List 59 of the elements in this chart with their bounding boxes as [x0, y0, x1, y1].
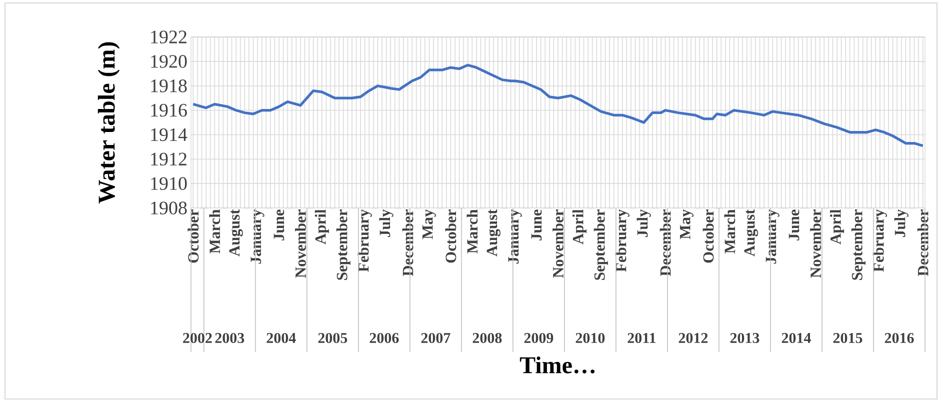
- x-tick-label: January: [766, 209, 780, 264]
- x-tick-label: April: [830, 209, 844, 244]
- text: 2015: [833, 332, 862, 344]
- x-tick-label: November: [295, 210, 306, 278]
- y-tick-label: 1912: [151, 152, 186, 166]
- y-axis-title: Water table (m): [98, 42, 120, 204]
- x-tick-label: June: [531, 210, 542, 240]
- x-tick-label: October: [702, 210, 714, 263]
- x-tick-label: May: [680, 209, 694, 240]
- x-tick-label: September: [594, 210, 608, 280]
- text: 2002: [183, 332, 212, 344]
- x-tick-label: March: [209, 209, 220, 254]
- x-tick-label: August: [744, 209, 758, 256]
- x-tick-label: May: [422, 209, 436, 240]
- x-tick-label: September: [851, 210, 866, 280]
- y-tick-label: 1920: [151, 55, 187, 68]
- x-tick-label: January: [508, 209, 522, 264]
- text: 2005: [318, 332, 348, 344]
- text: 2013: [730, 332, 760, 344]
- x-tick-label: September: [336, 210, 350, 280]
- text: 2004: [266, 332, 296, 344]
- x-tick-label: July: [636, 209, 651, 237]
- x-tick-label: August: [486, 209, 500, 256]
- x-axis-title: Time…: [520, 356, 595, 374]
- x-tick-label: July: [379, 209, 394, 237]
- x-tick-label: June: [274, 210, 284, 240]
- text: 2010: [576, 332, 605, 344]
- y-tick-label: 1908: [151, 202, 187, 214]
- text: 2003: [215, 332, 244, 344]
- x-tick-label: July: [894, 209, 908, 237]
- x-tick-label: February: [358, 209, 372, 272]
- text: 2014: [782, 332, 811, 344]
- x-tick-label: February: [615, 209, 630, 272]
- y-tick-label: 1922: [151, 30, 186, 44]
- x-tick-label: December: [660, 210, 671, 276]
- x-tick-label: December: [917, 210, 928, 276]
- x-tick-label: April: [572, 209, 586, 244]
- x-tick-label: March: [466, 209, 478, 254]
- x-tick-label: October: [188, 210, 199, 263]
- x-tick-label: November: [552, 210, 564, 278]
- x-tick-label: March: [724, 209, 736, 254]
- text: 2007: [421, 332, 450, 344]
- x-tick-label: December: [402, 210, 414, 276]
- text: 2009: [524, 332, 554, 344]
- x-tick-label: November: [810, 210, 822, 278]
- x-tick-label: August: [229, 209, 243, 256]
- y-tick-label: 1918: [151, 79, 187, 92]
- x-tick-label: October: [445, 210, 456, 263]
- text: 2008: [472, 332, 502, 344]
- text: 2011: [628, 332, 656, 344]
- x-tick-label: June: [788, 210, 800, 240]
- text: 2016: [884, 332, 914, 344]
- text: 2012: [678, 332, 708, 344]
- y-tick-label: 1910: [151, 177, 187, 190]
- text: 2006: [370, 332, 399, 344]
- y-tick-label: 1914: [151, 128, 188, 142]
- x-tick-label: February: [872, 209, 887, 272]
- x-tick-label: April: [314, 209, 329, 244]
- y-tick-label: 1916: [151, 104, 187, 117]
